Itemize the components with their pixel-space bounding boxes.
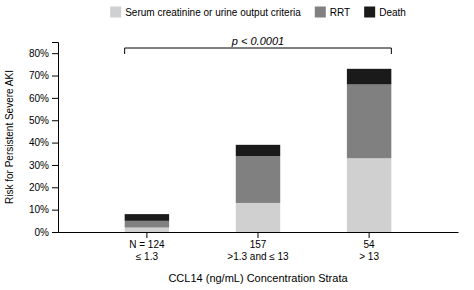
y-tick-label: 60%	[29, 93, 49, 104]
x-axis: N = 124≤ 1.3 157>1.3 and ≤ 13 54> 13	[59, 232, 459, 262]
legend-swatch	[315, 7, 326, 18]
y-tick: 0%	[35, 227, 58, 238]
y-tick: 80%	[29, 48, 58, 59]
legend-label: Death	[379, 7, 406, 18]
legend-label: RRT	[330, 7, 350, 18]
y-axis-title: Risk for Persistent Severe AKI	[4, 70, 15, 204]
x-tick: 157>1.3 and ≤ 13	[227, 232, 289, 262]
x-tick-label-line: ≤ 1.3	[136, 251, 159, 262]
x-tick-mark	[258, 232, 259, 238]
legend-label: Serum creatinine or urine output criteri…	[125, 7, 301, 18]
y-tick-mark	[52, 210, 58, 211]
bar-segment	[125, 228, 169, 232]
bar-segment	[347, 69, 391, 85]
x-tick: 54> 13	[359, 232, 379, 262]
plot-area: 0% 10% 20% 30% 40% 50% 60% 70% 80% N = 124≤ 1.3 15…	[29, 43, 459, 263]
x-tick-label: 54> 13	[359, 239, 379, 262]
y-tick-label: 70%	[29, 70, 49, 81]
y-tick-label: 20%	[29, 182, 49, 193]
annotation-text: p < 0.0001	[231, 35, 284, 47]
y-tick: 70%	[29, 70, 58, 81]
y-tick-mark	[52, 76, 58, 77]
chart: 0% 10% 20% 30% 40% 50% 60% 70% 80% N = 124≤ 1.3 15…	[0, 0, 474, 290]
x-axis-title: CCL14 (ng/mL) Concentration Strata	[168, 272, 348, 284]
y-tick-mark	[52, 120, 58, 121]
y-tick-label: 30%	[29, 160, 49, 171]
x-tick-label-line: > 13	[359, 251, 379, 262]
y-tick-mark	[52, 53, 58, 54]
legend-item: Serum creatinine or urine output criteri…	[110, 7, 301, 18]
pvalue-bracket	[125, 48, 392, 54]
y-tick-label: 0%	[35, 227, 50, 238]
bar-segment	[125, 221, 169, 228]
x-tick-label-line: N = 124	[129, 239, 165, 250]
y-tick-mark	[52, 98, 58, 99]
y-axis: 0% 10% 20% 30% 40% 50% 60% 70% 80%	[29, 43, 59, 238]
annotation: p < 0.0001	[125, 35, 392, 54]
legend-item: Death	[364, 7, 406, 18]
legend-swatch	[110, 7, 121, 18]
y-tick-label: 10%	[29, 204, 49, 215]
y-tick-mark	[52, 232, 58, 233]
y-tick: 10%	[29, 204, 58, 215]
y-tick: 40%	[29, 137, 58, 148]
y-axis-line	[52, 43, 59, 233]
legend: Serum creatinine or urine output criteri…	[110, 7, 406, 18]
x-tick: N = 124≤ 1.3	[129, 232, 165, 262]
legend-item: RRT	[315, 7, 350, 18]
bar-segment	[236, 145, 280, 156]
x-tick-mark	[146, 232, 147, 238]
y-tick: 30%	[29, 160, 58, 171]
bar-segment	[347, 158, 391, 232]
x-tick-label: N = 124≤ 1.3	[129, 239, 165, 262]
bar-segment	[236, 156, 280, 203]
y-tick-mark	[52, 165, 58, 166]
x-tick-label: 157>1.3 and ≤ 13	[227, 239, 289, 262]
bar-segment	[236, 203, 280, 232]
y-tick-mark	[52, 187, 58, 188]
x-tick-label-line: >1.3 and ≤ 13	[227, 251, 289, 262]
y-tick-label: 40%	[29, 137, 49, 148]
y-tick-mark	[52, 143, 58, 144]
y-tick-label: 50%	[29, 115, 49, 126]
x-tick-label-line: 157	[250, 239, 267, 250]
y-tick-label: 80%	[29, 48, 49, 59]
bar-segment	[125, 214, 169, 221]
x-tick-label-line: 54	[364, 239, 376, 250]
x-tick-mark	[369, 232, 370, 238]
bar-segment	[347, 84, 391, 158]
y-tick: 60%	[29, 93, 58, 104]
legend-swatch	[364, 7, 375, 18]
bars	[125, 69, 392, 232]
y-tick: 50%	[29, 115, 58, 126]
y-tick: 20%	[29, 182, 58, 193]
